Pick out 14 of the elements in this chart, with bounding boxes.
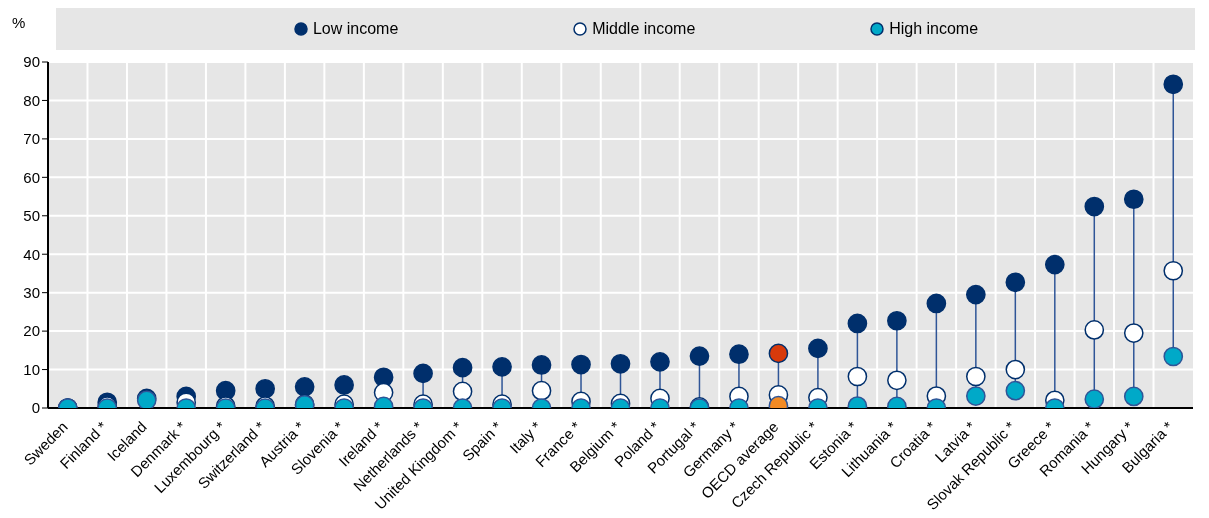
- y-tick-label: 80: [23, 91, 40, 109]
- y-tick-label: 20: [23, 322, 40, 340]
- legend-label: Low income: [311, 20, 399, 38]
- y-tick-label: 90: [23, 53, 40, 71]
- y-tick-label: 10: [23, 360, 40, 378]
- y-tick-label: 40: [23, 245, 40, 263]
- legend-label: High income: [888, 20, 979, 38]
- legend-label: Middle income: [591, 20, 696, 38]
- y-tick-label: 50: [23, 207, 40, 225]
- y-axis-title: %: [12, 14, 26, 31]
- y-tick-label: 70: [23, 130, 40, 148]
- y-tick-label: 0: [31, 399, 40, 417]
- y-tick-label: 60: [23, 168, 40, 186]
- y-tick-label: 30: [23, 283, 40, 301]
